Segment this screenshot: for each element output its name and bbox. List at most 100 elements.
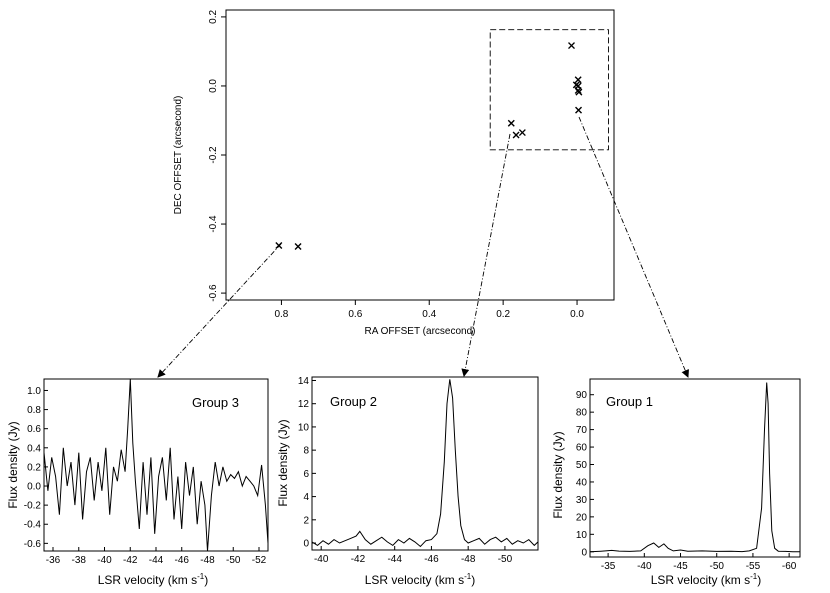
y-tick-label: -0.4 bbox=[208, 215, 219, 233]
x-axis-label-exponent: -1 bbox=[750, 572, 758, 581]
x-axis-label-text: LSR velocity (km s bbox=[365, 573, 464, 587]
x-tick-label: -55 bbox=[746, 561, 761, 572]
x-axis-label-exponent: -1 bbox=[197, 572, 205, 581]
group-label: Group 2 bbox=[330, 394, 377, 409]
y-tick-label: 10 bbox=[298, 422, 310, 433]
y-tick-label: 60 bbox=[576, 443, 588, 454]
x-axis-label-close: ) bbox=[757, 573, 761, 587]
y-tick-label: 90 bbox=[576, 390, 588, 401]
x-axis-label-text: LSR velocity (km s bbox=[651, 573, 750, 587]
plot-frame bbox=[589, 378, 801, 558]
point-marker bbox=[574, 76, 582, 84]
x-tick-label: -46 bbox=[424, 554, 439, 565]
point-marker bbox=[512, 131, 520, 139]
arrow-group-2 bbox=[461, 133, 511, 377]
y-tick-label: 0.2 bbox=[208, 10, 219, 24]
point-marker bbox=[507, 119, 515, 127]
y-tick-label: 12 bbox=[298, 399, 310, 410]
x-axis-label: LSR velocity (km s-1) bbox=[365, 572, 475, 587]
x-tick-label: -60 bbox=[782, 561, 797, 572]
x-tick-label: -45 bbox=[673, 561, 688, 572]
y-tick-label: -0.2 bbox=[208, 146, 219, 164]
y-tick-label: 0.2 bbox=[27, 462, 41, 473]
y-tick-label: 2 bbox=[303, 515, 309, 526]
arrow-group-3 bbox=[157, 243, 282, 378]
x-axis-label-close: ) bbox=[471, 573, 475, 587]
axis-ticks: -36 -38 -40 -42 -44 -46 -48 -50 -52 1.0 0.8 0.6 0.4 0… bbox=[24, 386, 267, 566]
group-label: Group 1 bbox=[606, 394, 653, 409]
y-tick-label: -0.4 bbox=[24, 520, 42, 531]
x-axis-label-text: LSR velocity (km s bbox=[98, 573, 197, 587]
y-tick-label: 6 bbox=[303, 469, 309, 480]
x-axis-label: RA OFFSET (arcsecond) bbox=[365, 326, 476, 337]
x-tick-label: -44 bbox=[149, 555, 164, 566]
arrow-group-1 bbox=[578, 116, 689, 378]
x-tick-label: -50 bbox=[226, 555, 241, 566]
y-tick-label: 0.4 bbox=[27, 443, 41, 454]
group-3-spectrum-panel: -36 -38 -40 -42 -44 -46 -48 -50 -52 1.0 0.8 0.6 0.4 0… bbox=[6, 378, 269, 587]
y-tick-label: 0 bbox=[581, 547, 587, 558]
y-tick-label: 80 bbox=[576, 408, 588, 419]
x-tick-label: -50 bbox=[709, 561, 724, 572]
y-axis-label: DEC OFFSET (arcsecond) bbox=[173, 96, 184, 215]
x-tick-label: -48 bbox=[200, 555, 215, 566]
y-tick-label: 40 bbox=[576, 477, 588, 488]
x-tick-label: -42 bbox=[351, 554, 366, 565]
point-marker bbox=[568, 42, 575, 50]
selection-box bbox=[489, 29, 609, 151]
axis-ticks: 0.8 0.6 0.4 0.2 0.0 0.2 0.0 -0.2 -0.4 -0.6 bbox=[208, 10, 584, 320]
x-tick-label: -50 bbox=[498, 554, 513, 565]
y-tick-label: 0.0 bbox=[27, 482, 41, 493]
y-axis-label: Flux density (Jy) bbox=[6, 421, 20, 508]
y-tick-label: 8 bbox=[303, 446, 309, 457]
x-tick-label: -36 bbox=[46, 555, 61, 566]
x-tick-label: -40 bbox=[314, 554, 329, 565]
group-label: Group 3 bbox=[192, 395, 239, 410]
x-tick-label: -35 bbox=[601, 561, 616, 572]
x-tick-label: 0.4 bbox=[422, 309, 436, 320]
group-2-spectrum-panel: -40 -42 -44 -46 -48 -50 14 12 10 8 6 4 2 0 Group 2 Fl… bbox=[276, 376, 539, 587]
y-tick-label: 30 bbox=[576, 495, 588, 506]
group-pointer-arrows bbox=[157, 116, 689, 378]
x-tick-label: 0.6 bbox=[348, 309, 362, 320]
y-tick-label: 0.8 bbox=[27, 405, 41, 416]
y-tick-label: 0.6 bbox=[27, 424, 41, 435]
point-marker bbox=[575, 106, 583, 114]
point-marker bbox=[275, 241, 283, 249]
spectrum-line bbox=[589, 382, 800, 553]
x-tick-label: 0.2 bbox=[496, 309, 510, 320]
x-tick-label: -44 bbox=[387, 554, 402, 565]
x-tick-label: -38 bbox=[72, 555, 87, 566]
x-tick-label: 0.8 bbox=[274, 309, 288, 320]
y-tick-label: 14 bbox=[298, 376, 310, 387]
x-tick-label: -42 bbox=[123, 555, 138, 566]
y-tick-label: 0.0 bbox=[208, 79, 219, 93]
point-marker bbox=[575, 88, 583, 96]
y-tick-label: 50 bbox=[576, 460, 588, 471]
group-1-spectrum-panel: -35 -40 -45 -50 -55 -60 90 80 70 60 50 40 30 20 10 0 Gr… bbox=[551, 378, 801, 587]
x-tick-label: -46 bbox=[175, 555, 190, 566]
x-axis-label: LSR velocity (km s-1) bbox=[98, 572, 208, 587]
spectrum-line bbox=[43, 378, 269, 552]
y-tick-label: 4 bbox=[303, 492, 309, 503]
x-axis-label-close: ) bbox=[204, 573, 208, 587]
x-tick-label: -48 bbox=[461, 554, 476, 565]
offset-map-panel: 0.8 0.6 0.4 0.2 0.0 0.2 0.0 -0.2 -0.4 -0.6 RA OFF… bbox=[173, 9, 615, 337]
x-axis-label: LSR velocity (km s-1) bbox=[651, 572, 761, 587]
axis-ticks: -35 -40 -45 -50 -55 -60 90 80 70 60 50 40 30 20 10 0 bbox=[576, 390, 797, 572]
y-tick-label: 20 bbox=[576, 512, 588, 523]
y-tick-label: -0.2 bbox=[24, 501, 42, 512]
point-marker bbox=[518, 129, 526, 137]
scatter-points bbox=[275, 42, 583, 250]
y-tick-label: 10 bbox=[576, 530, 588, 541]
x-tick-label: -52 bbox=[252, 555, 267, 566]
y-tick-label: -0.6 bbox=[24, 539, 42, 550]
point-marker bbox=[294, 242, 302, 250]
dashed-selection-box bbox=[489, 29, 609, 151]
y-tick-label: -0.6 bbox=[208, 284, 219, 302]
spectrum-line bbox=[311, 379, 539, 548]
x-tick-label: -40 bbox=[637, 561, 652, 572]
x-axis-label-exponent: -1 bbox=[464, 572, 472, 581]
plot-frame bbox=[311, 376, 539, 551]
